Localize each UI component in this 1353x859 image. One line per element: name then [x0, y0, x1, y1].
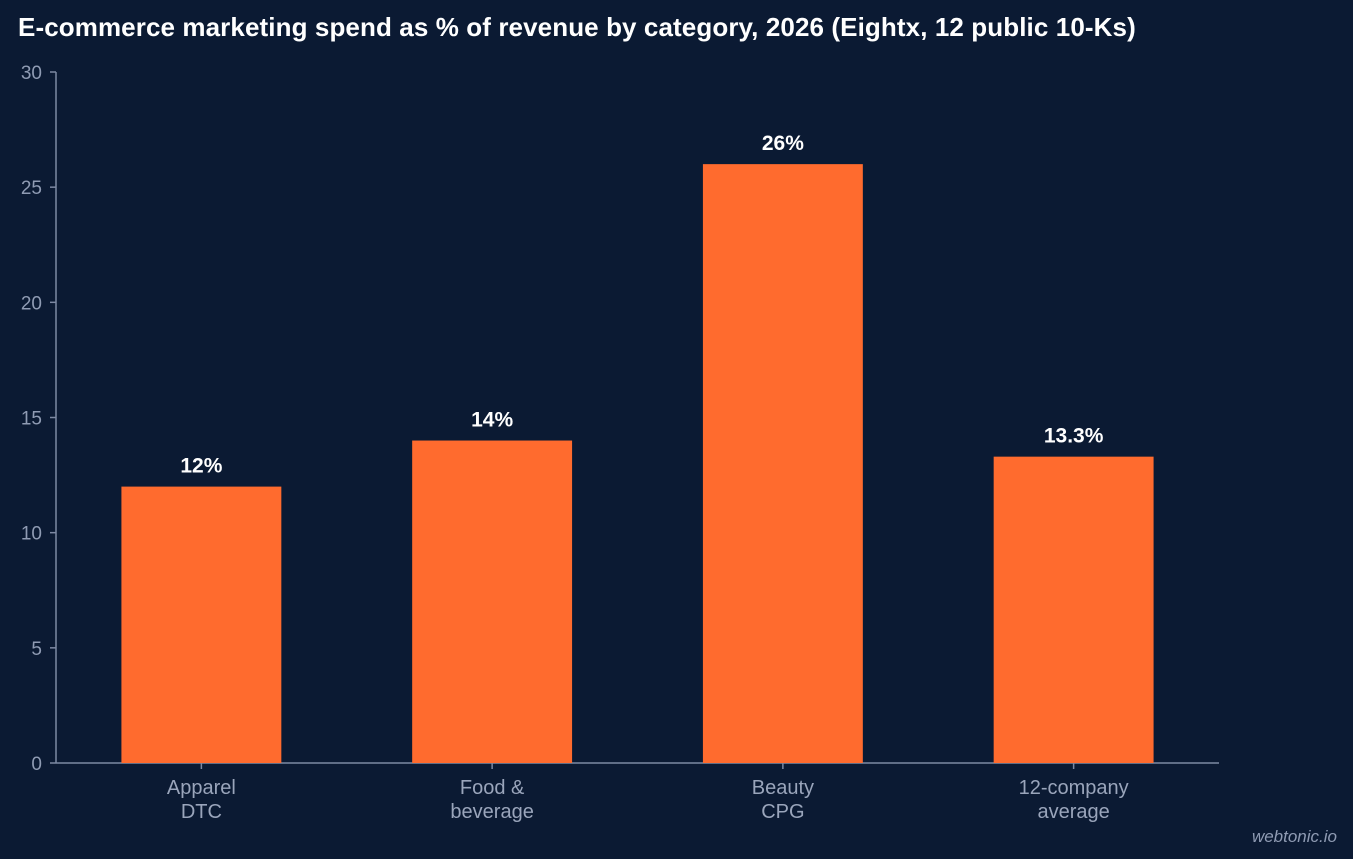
bar — [121, 486, 282, 763]
y-tick-label: 5 — [31, 639, 42, 660]
category-label: 12-company average — [1019, 777, 1129, 823]
data-label: 26% — [762, 132, 804, 155]
category-labels: Apparel DTC Food & beverage Beauty CPG 12-comp… — [167, 777, 1129, 823]
data-label: 12% — [180, 455, 222, 478]
watermark: webtonic.io — [1251, 827, 1337, 846]
chart-title: E-commerce marketing spend as % of reven… — [18, 12, 1136, 42]
bar — [412, 440, 573, 763]
category-label: Apparel DTC — [167, 777, 236, 823]
y-tick-label: 30 — [21, 63, 42, 84]
y-tick-label: 25 — [21, 178, 42, 199]
data-labels: 12% 14% 26% 13.3% — [180, 132, 1103, 477]
bars — [121, 164, 1154, 764]
y-tick-label: 20 — [21, 293, 42, 314]
y-tick-label: 0 — [31, 754, 42, 775]
data-label: 14% — [471, 409, 513, 432]
y-tick-label: 10 — [21, 524, 42, 545]
data-label: 13.3% — [1044, 425, 1104, 448]
bar — [702, 164, 863, 764]
y-axis: 0 5 10 15 20 25 30 — [21, 63, 57, 775]
category-label: Food & beverage — [450, 777, 533, 823]
y-tick-label: 15 — [21, 409, 42, 430]
x-axis — [56, 762, 1219, 769]
bar — [993, 456, 1154, 763]
category-label: Beauty CPG — [752, 777, 814, 823]
